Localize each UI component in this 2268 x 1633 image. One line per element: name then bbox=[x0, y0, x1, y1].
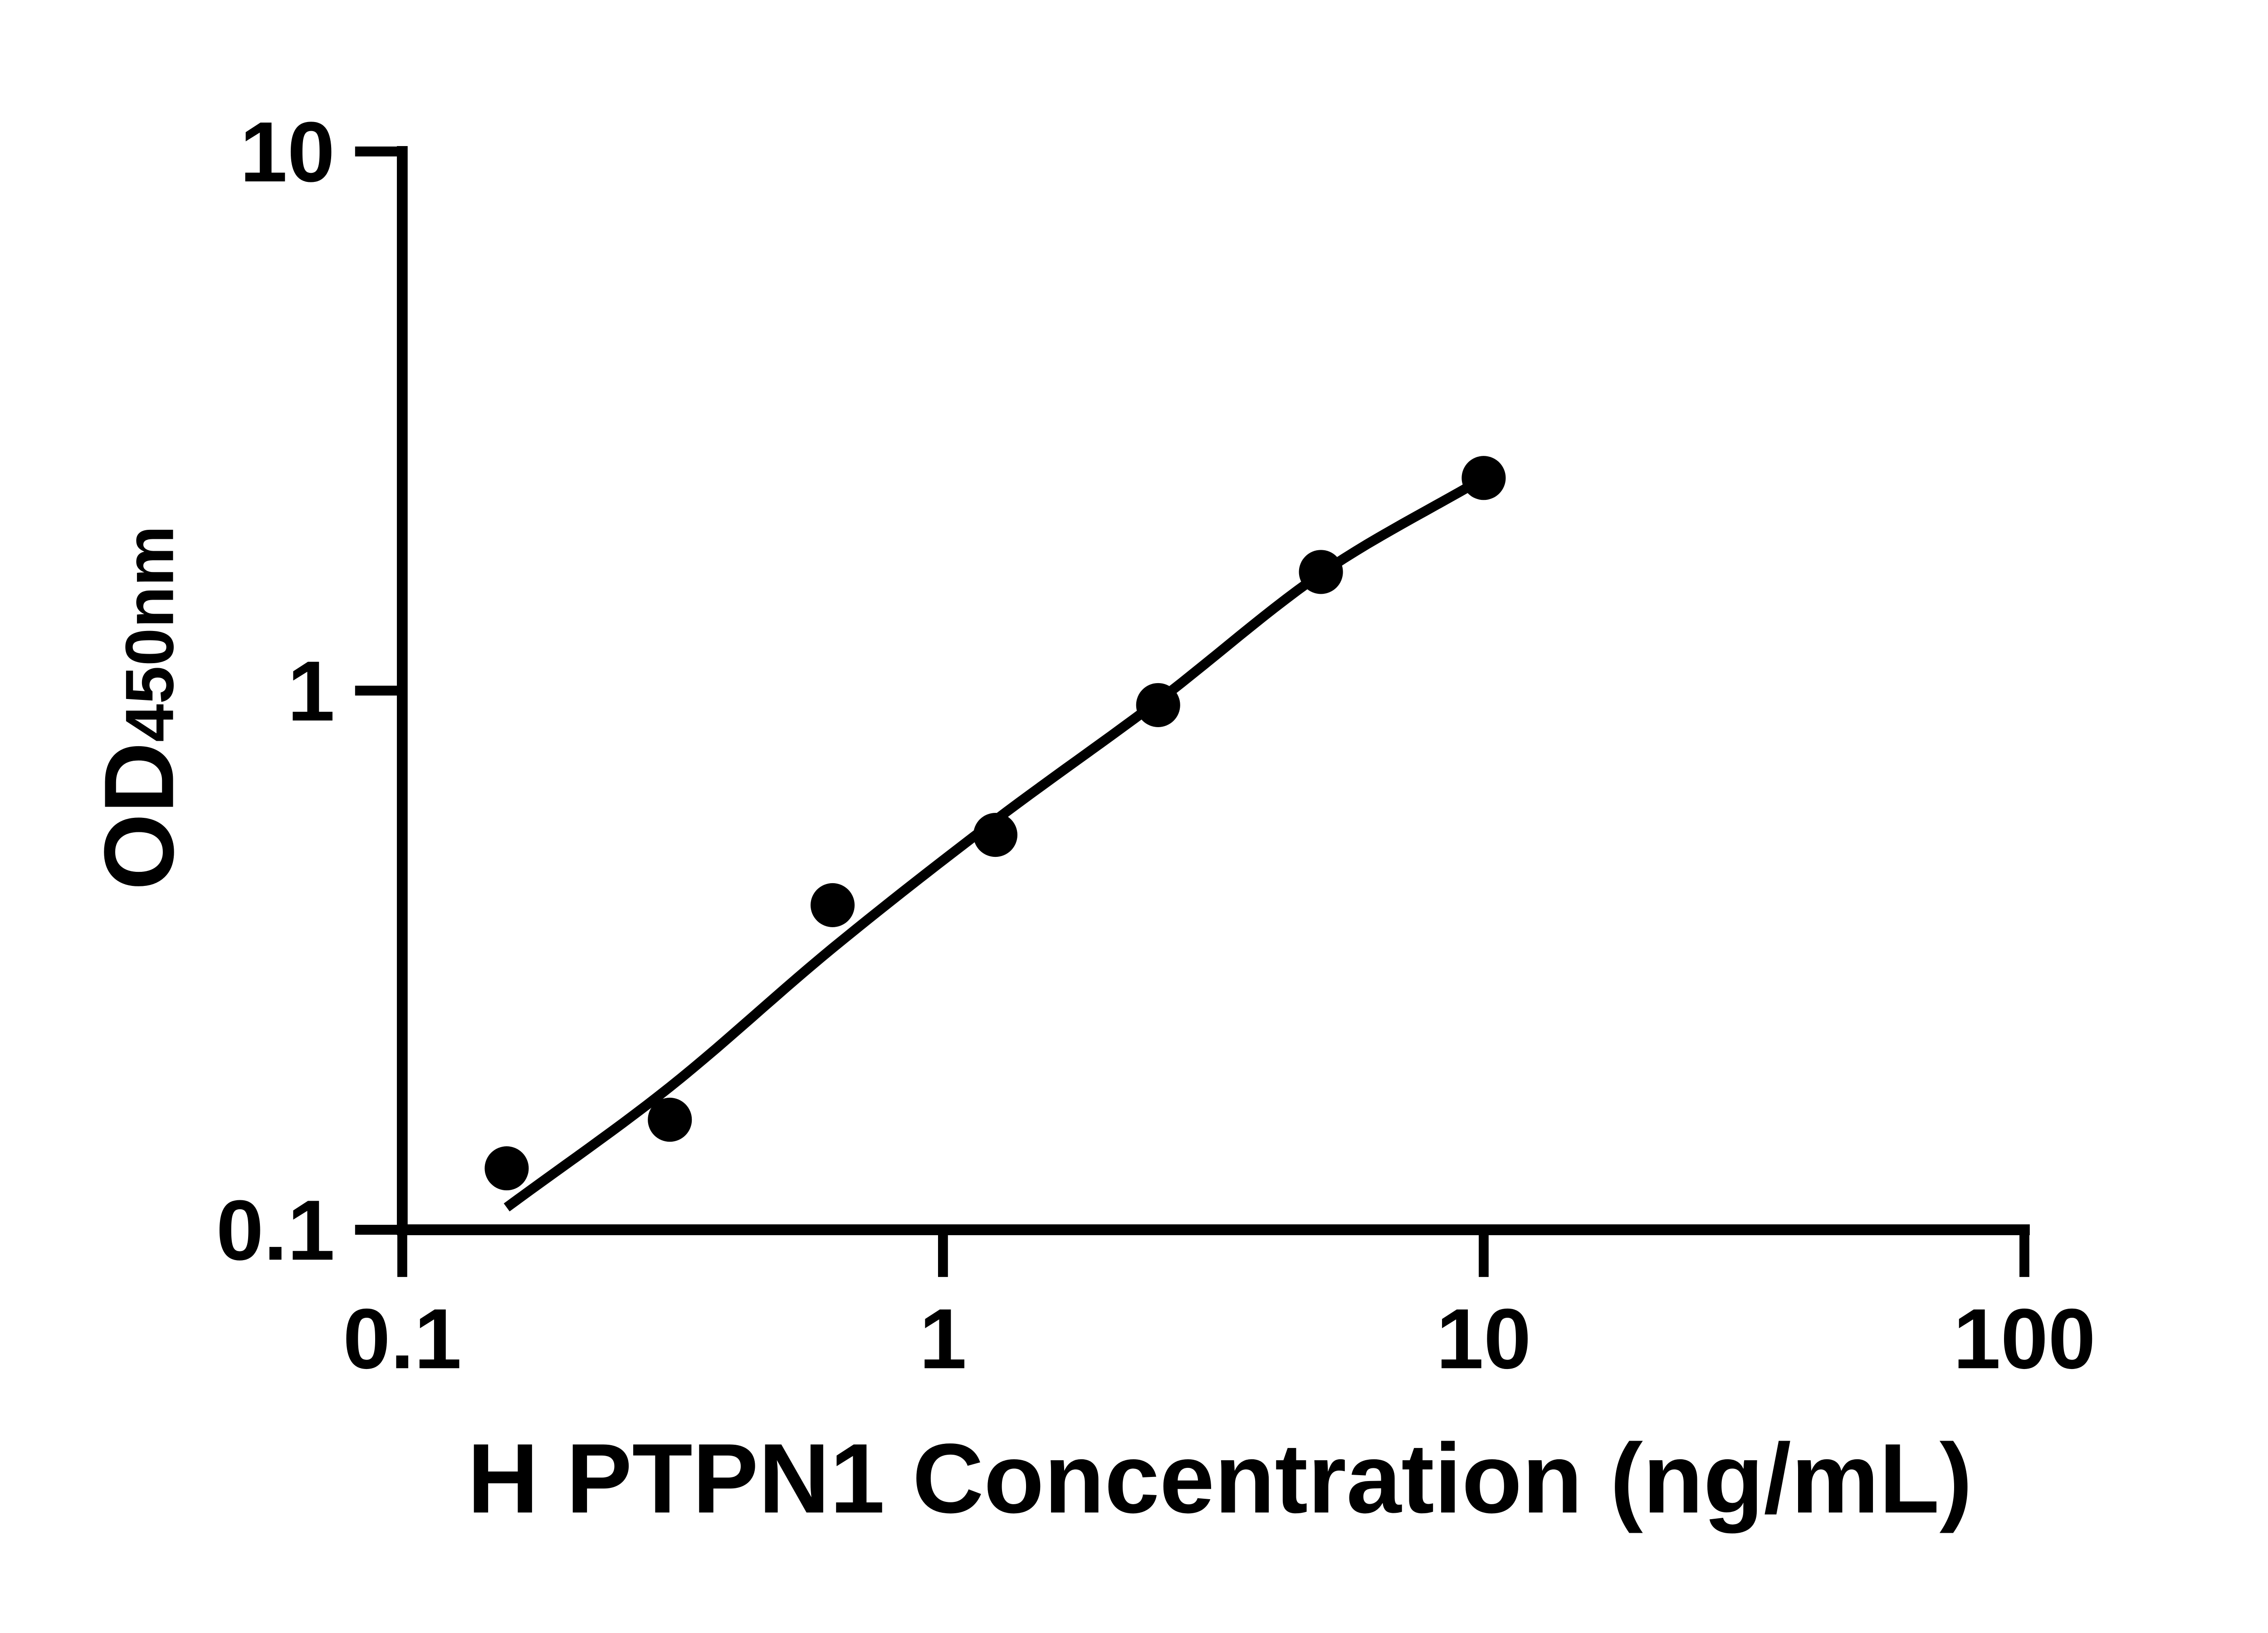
x-axis-ticks bbox=[397, 1230, 2029, 1277]
y-axis-title-main: OD bbox=[84, 742, 194, 890]
data-points bbox=[484, 456, 1506, 1191]
x-axis-title: H PTPN1 Concentration (ng/mL) bbox=[467, 1423, 1972, 1534]
x-tick-label: 100 bbox=[1953, 1291, 2096, 1386]
data-point-marker bbox=[1299, 550, 1343, 594]
x-axis-tick-labels: 0.1 1 10 100 bbox=[343, 1291, 2096, 1386]
data-point-marker bbox=[973, 813, 1017, 857]
y-tick-label: 1 bbox=[288, 643, 335, 738]
y-tick-label: 10 bbox=[240, 104, 335, 200]
y-axis: 0.1 1 10 bbox=[216, 104, 408, 1278]
y-axis-ticks bbox=[355, 147, 402, 1235]
data-point-marker bbox=[484, 1146, 529, 1191]
x-tick-label: 10 bbox=[1436, 1291, 1531, 1386]
x-axis: 0.1 1 10 100 bbox=[343, 1224, 2096, 1386]
y-tick-label: 0.1 bbox=[216, 1183, 335, 1278]
x-tick-label: 1 bbox=[919, 1291, 967, 1386]
data-point-marker bbox=[1461, 456, 1506, 500]
data-point-marker bbox=[1136, 683, 1180, 727]
data-point-marker bbox=[648, 1097, 692, 1142]
y-axis-title-sub: 450nm bbox=[111, 526, 187, 742]
data-point-marker bbox=[810, 883, 855, 927]
y-axis-title: OD450nm bbox=[84, 526, 194, 890]
y-axis-tick-labels: 0.1 1 10 bbox=[216, 104, 335, 1278]
x-tick-label: 0.1 bbox=[343, 1291, 462, 1386]
